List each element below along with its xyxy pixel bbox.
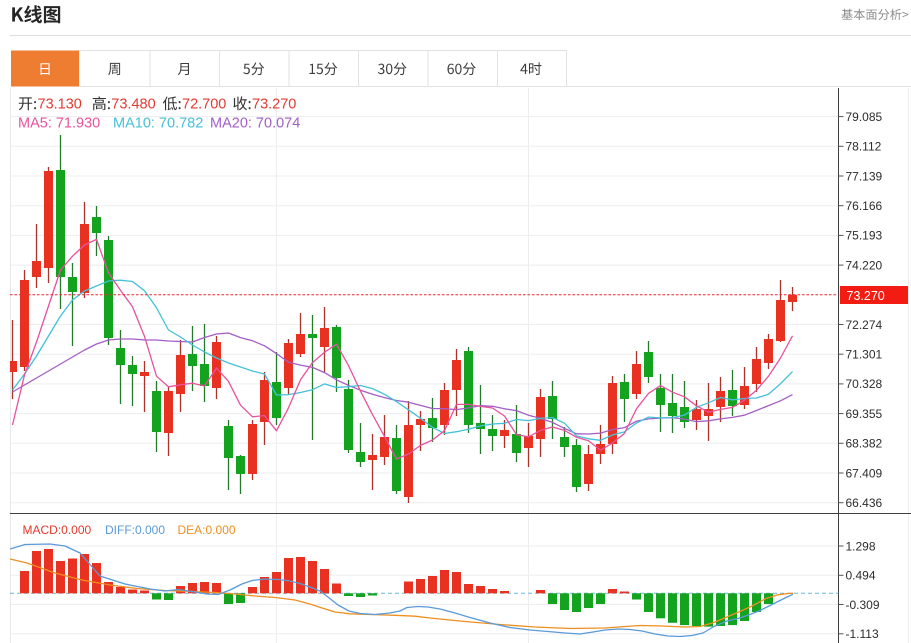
svg-text:75.193: 75.193: [846, 229, 883, 243]
svg-text:74.220: 74.220: [846, 258, 883, 272]
svg-text:77.139: 77.139: [846, 169, 883, 183]
svg-text:MA10: 70.782: MA10: 70.782: [113, 116, 203, 132]
svg-text:73.480: 73.480: [111, 97, 155, 113]
svg-text:72.274: 72.274: [846, 318, 883, 332]
svg-text:-1.113: -1.113: [846, 627, 879, 641]
svg-text:MA5: 71.930: MA5: 71.930: [18, 116, 100, 132]
svg-text:0.494: 0.494: [846, 569, 876, 583]
svg-text:1.298: 1.298: [846, 539, 876, 553]
svg-text:78.112: 78.112: [846, 140, 882, 154]
svg-text:72.700: 72.700: [182, 97, 226, 113]
svg-text:67.409: 67.409: [846, 466, 883, 480]
svg-text:MA20: 70.074: MA20: 70.074: [210, 116, 300, 132]
svg-text:73.130: 73.130: [38, 97, 82, 113]
svg-text:MACD:0.000: MACD:0.000: [23, 523, 92, 537]
svg-text:66.436: 66.436: [846, 496, 883, 510]
svg-text:DIFF:0.000: DIFF:0.000: [105, 523, 165, 537]
svg-text:-0.309: -0.309: [846, 598, 880, 612]
svg-text:71.301: 71.301: [846, 348, 883, 362]
svg-text:73.270: 73.270: [252, 97, 296, 113]
svg-text:73.270: 73.270: [847, 289, 885, 303]
svg-text:DEA:0.000: DEA:0.000: [178, 523, 236, 537]
svg-text:69.355: 69.355: [846, 407, 883, 421]
svg-text:79.085: 79.085: [846, 110, 883, 124]
svg-text:68.382: 68.382: [846, 437, 883, 451]
svg-text:76.166: 76.166: [846, 199, 883, 213]
svg-text:70.328: 70.328: [846, 377, 883, 391]
